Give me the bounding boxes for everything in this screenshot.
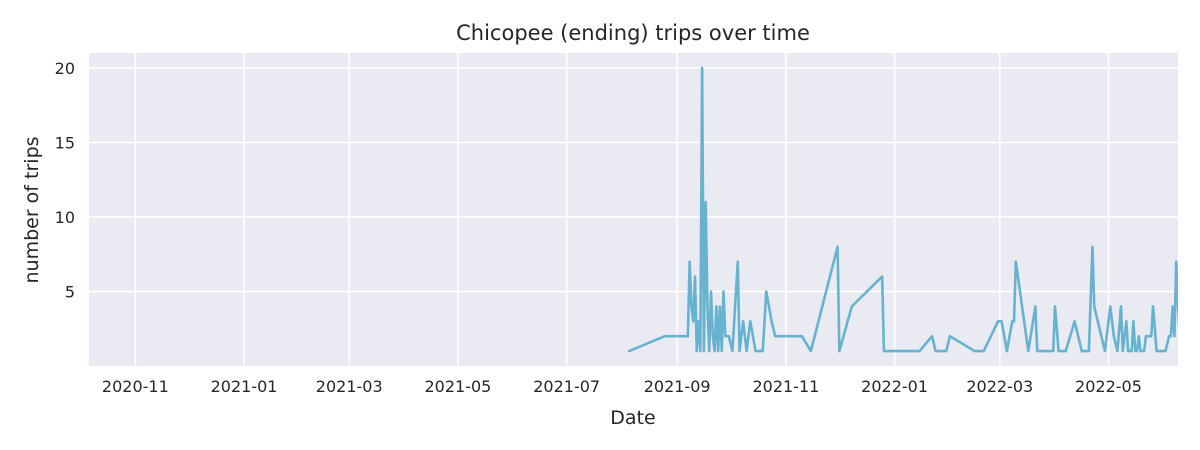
x-tick-label: 2022-01 xyxy=(861,377,928,396)
series-line-0 xyxy=(627,66,1178,353)
x-tick-label: 2021-03 xyxy=(316,377,383,396)
series-layer xyxy=(627,66,1178,353)
x-tick-label: 2021-07 xyxy=(533,377,600,396)
x-tick-label: 2021-09 xyxy=(644,377,711,396)
x-tick-label: 2022-05 xyxy=(1075,377,1142,396)
x-tick-label: 2020-11 xyxy=(102,377,169,396)
y-tick-label: 20 xyxy=(55,59,75,78)
x-tick-label: 2022-03 xyxy=(966,377,1033,396)
plot-area xyxy=(89,53,1178,366)
y-tick-label: 15 xyxy=(55,133,75,152)
x-tick-label: 2021-01 xyxy=(211,377,278,396)
y-tick-label: 10 xyxy=(55,208,75,227)
x-tick-label: 2021-05 xyxy=(425,377,492,396)
y-tick-label: 5 xyxy=(65,282,75,301)
grid-layer xyxy=(89,53,1178,366)
y-axis-label: number of trips xyxy=(21,136,43,283)
ticks-layer: 2020-11 2021-01 2021-03 2021-05 2021-07 2021-… xyxy=(55,59,1142,396)
chart-title: Chicopee (ending) trips over time xyxy=(456,21,810,45)
x-tick-label: 2021-11 xyxy=(752,377,819,396)
x-axis-label: Date xyxy=(610,407,655,429)
